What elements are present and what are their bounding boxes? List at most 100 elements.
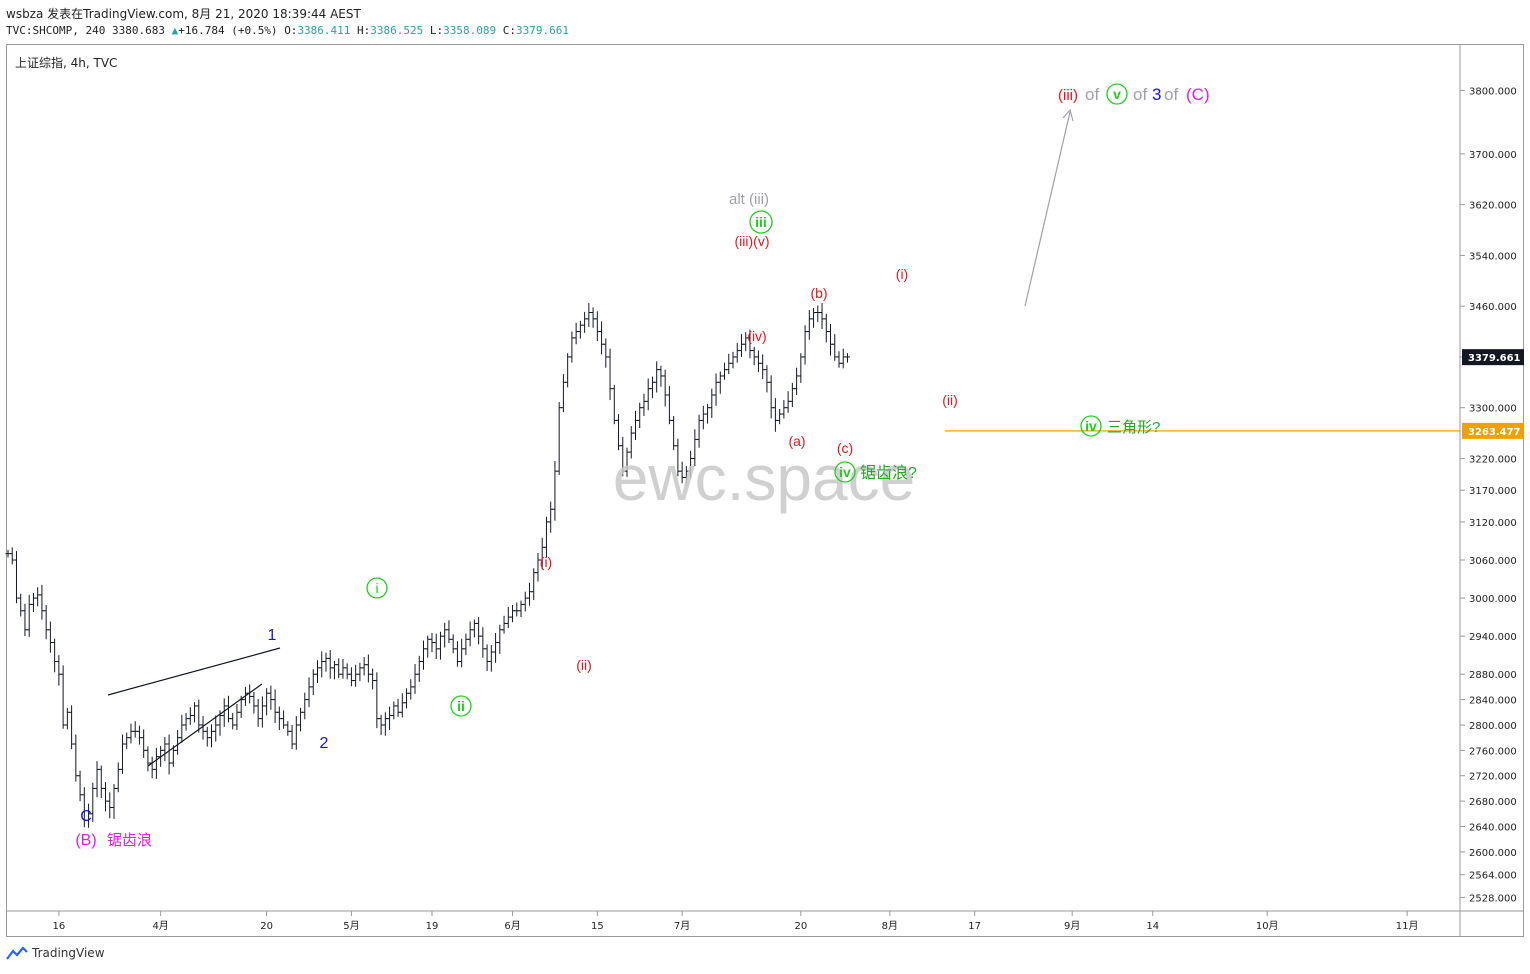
ohlc-bar (111, 783, 117, 819)
ohlc-bar (230, 712, 236, 730)
symbol-label: TVC:SHCOMP (6, 24, 73, 37)
time-tick-label: 9月 (1064, 920, 1080, 932)
ohlc-bar (794, 367, 800, 396)
price-tick-label: 2640.000 (1469, 823, 1517, 834)
ohlc-bar (819, 302, 825, 330)
ohlc-bar (353, 664, 359, 687)
ohlc-bar (35, 587, 41, 607)
ohlc-bar (738, 334, 744, 357)
ohlc-bar (234, 704, 240, 731)
footer-brand[interactable]: TradingView (6, 946, 105, 960)
last-price: 3380.683 (111, 24, 165, 37)
wave-circle-iii (749, 210, 773, 234)
ohlc-bar (700, 405, 706, 430)
close-label: C: (502, 24, 517, 37)
ohlc-bar (493, 632, 499, 663)
wave-label-sub-iv: (iv) (747, 328, 766, 344)
ohlc-bar (370, 668, 376, 690)
ohlc-bar (259, 696, 265, 728)
symbol-legend[interactable]: 上证综指, 4h, TVC (15, 56, 118, 70)
price-tick-label: 3000.000 (1469, 594, 1517, 605)
open-label: O: (284, 24, 298, 37)
ohlc-bar (772, 398, 778, 432)
price-tick-label: 3460.000 (1469, 302, 1517, 313)
ohlc-bar (526, 582, 532, 606)
ohlc-bar (560, 374, 566, 413)
ohlc-bar (501, 615, 507, 634)
ohlc-bar (603, 338, 609, 368)
wave-label-iv: iv (839, 464, 851, 480)
ohlc-bar (302, 692, 308, 720)
ohlc-bar (777, 408, 783, 425)
wave-label-ii: ii (457, 698, 465, 714)
ohlc-bar (514, 602, 520, 617)
ohlc-bar (98, 765, 104, 798)
ohlc-bar (637, 402, 643, 429)
ohlc-bar (115, 762, 121, 793)
ohlc-bar (374, 672, 380, 729)
ohlc-bar (9, 547, 15, 565)
ohlc-bar (755, 350, 761, 373)
projection-of-3: of (1164, 85, 1178, 104)
ohlc-bar (649, 376, 655, 399)
ohlc-bar (586, 302, 592, 328)
last-price-label: 3379.661 (1468, 353, 1521, 364)
price-tick-label: 2564.000 (1469, 871, 1517, 882)
ohlc-bar (450, 634, 456, 654)
wedge-upper-trendline[interactable] (107, 647, 281, 696)
ohlc-bar (751, 346, 757, 366)
ohlc-bar (52, 638, 58, 673)
ohlc-bar (806, 309, 812, 340)
ohlc-bar (39, 584, 45, 620)
ohlc-bar (153, 747, 159, 779)
wedge-lower-trendline[interactable] (147, 683, 263, 767)
ohlc-bar (510, 605, 516, 623)
ohlc-bar (179, 714, 185, 743)
ohlc-bar (141, 729, 147, 758)
ohlc-bar (293, 716, 299, 750)
ohlc-bar (344, 663, 350, 680)
projection-of-2: of (1133, 85, 1147, 104)
wave-label-c: (c) (837, 440, 853, 456)
time-tick-label: 14 (1146, 921, 1159, 932)
time-axis[interactable]: 16 4月 20 5月 19 6月 15 7月 20 8月 17 9月 14 10月 11月 (53, 911, 1419, 932)
ohlc-bar (641, 393, 647, 416)
ohlc-bar (327, 650, 333, 679)
ohlc-bar (18, 593, 24, 617)
ohlc-bar (815, 305, 821, 323)
ohlc-bar (149, 756, 155, 779)
ohlc-bar (476, 617, 482, 645)
price-bars (5, 302, 850, 828)
ohlc-bar (607, 348, 613, 401)
ohlc-bar (128, 723, 134, 744)
price-axis[interactable]: 2528.000 2564.000 2600.000 2640.000 2680.000… (1460, 86, 1524, 905)
chart-pane[interactable] (6, 44, 1524, 937)
time-tick-label: 17 (968, 921, 981, 932)
ohlc-bar (306, 677, 312, 708)
price-tick-label: 2840.000 (1469, 696, 1517, 707)
support-price-tag (1462, 422, 1524, 439)
ohlc-bar (348, 667, 354, 687)
ohlc-bar (730, 351, 736, 369)
ohlc-bar (289, 724, 295, 750)
ohlc-bar (709, 388, 715, 418)
ohlc-bar (645, 378, 651, 411)
wave-label-C: C (80, 808, 92, 825)
support-price-label: 3263.477 (1468, 427, 1521, 438)
ohlc-bar (412, 664, 418, 694)
wave-label-sub-iii-v: (iii)(v) (735, 233, 770, 249)
price-tick-label: 3540.000 (1469, 251, 1517, 262)
ohlc-bar (365, 654, 371, 683)
projection-arrow-line[interactable] (1024, 111, 1071, 307)
ohlc-bar (272, 689, 278, 724)
ohlc-bar (548, 501, 554, 533)
ohlc-bar (408, 679, 414, 700)
ohlc-bar (264, 688, 270, 716)
high-value: 3386.525 (370, 24, 424, 37)
ohlc-bar (30, 592, 36, 613)
chart-header-publisher: wsbza 发表在TradingView.com, 8月 21, 2020 18… (6, 5, 361, 22)
footer-brand-label: TradingView (32, 946, 105, 960)
close-value: 3379.661 (516, 24, 569, 37)
ohlc-bar (840, 348, 846, 369)
